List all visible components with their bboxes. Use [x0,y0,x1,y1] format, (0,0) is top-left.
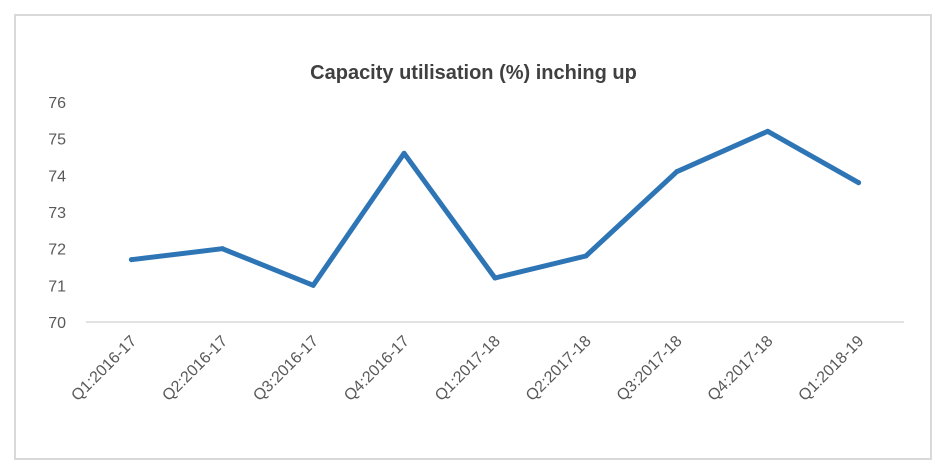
data-point [583,253,589,259]
data-point [401,150,407,156]
chart-frame [14,14,932,460]
x-tick-label: Q2:2017-18 [523,333,595,405]
data-point [219,246,225,252]
x-tick-label: Q3:2017-18 [614,333,686,405]
y-tick-label: 71 [48,278,66,295]
y-tick-label: 70 [48,315,66,332]
data-point [128,257,134,263]
x-tick-label: Q1:2018-19 [796,333,868,405]
x-tick-label: Q4:2016-17 [341,333,413,405]
chart-title: Capacity utilisation (%) inching up [310,62,637,84]
x-tick-label: Q4:2017-18 [705,333,777,405]
y-tick-label: 75 [48,132,66,149]
x-axis-tick-labels: Q1:2016-17 Q2:2016-17 Q3:2016-17 Q4:2016-17… [68,333,867,405]
x-tick-label: Q2:2016-17 [159,333,231,405]
data-point [856,180,862,186]
x-tick-label: Q1:2016-17 [68,333,140,405]
y-tick-label: 76 [48,95,66,112]
y-tick-label: 73 [48,205,66,222]
data-point [674,169,680,175]
y-tick-label: 72 [48,242,66,259]
data-point [492,275,498,281]
data-point [765,128,771,134]
y-tick-label: 74 [48,168,66,185]
y-axis-tick-labels: 70 71 72 73 74 75 76 [48,95,66,332]
series-line [128,128,862,288]
x-tick-label: Q3:2016-17 [250,333,322,405]
data-point [310,282,316,288]
series-lines [128,128,862,288]
x-tick-label: Q1:2017-18 [432,333,504,405]
